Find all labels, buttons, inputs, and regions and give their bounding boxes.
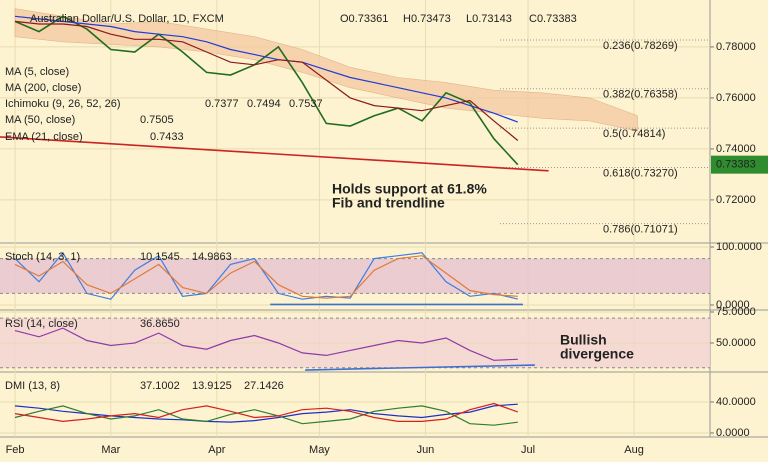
- y-tick-label: 40.0000: [716, 396, 756, 408]
- annotation: Fib and trendline: [332, 195, 445, 211]
- indicator-label: Ichimoku (9, 26, 52, 26): [5, 98, 121, 110]
- y-tick-label: 75.0000: [716, 306, 756, 318]
- legend-value: 13.9125: [192, 380, 232, 392]
- fib-label: 0.618(0.73270): [603, 167, 678, 179]
- chart-title: Australian Dollar/U.S. Dollar, 1D, FXCM: [30, 13, 224, 25]
- series-line: [14, 20, 519, 141]
- annotation: Bullish: [560, 332, 607, 348]
- series-line: [14, 327, 518, 361]
- y-tick-label: 0.76000: [716, 92, 756, 104]
- legend-value: 27.1426: [244, 380, 284, 392]
- indicator-value: 0.7377: [205, 98, 239, 110]
- y-tick-label: 0.74000: [716, 143, 756, 155]
- series-line: [14, 255, 518, 299]
- y-tick-label: 50.0000: [716, 337, 756, 349]
- ohlc-value: C0.73383: [529, 13, 577, 25]
- series-line: [14, 402, 518, 423]
- series-line: [14, 405, 518, 426]
- x-tick-label: Jun: [417, 444, 435, 456]
- x-tick-label: Feb: [6, 444, 25, 456]
- y-tick-label: 0.78000: [716, 41, 756, 53]
- indicator-label: MA (200, close): [5, 82, 81, 94]
- ohlc-value: O0.73361: [340, 13, 388, 25]
- y-tick-label: 0.0000: [716, 299, 750, 311]
- panel-title: RSI (14, close): [5, 318, 78, 330]
- y-tick-label: 0.72000: [716, 194, 756, 206]
- legend-value: 37.1002: [140, 380, 180, 392]
- legend-value: 36.8650: [140, 318, 180, 330]
- legend-value: 14.9863: [192, 251, 232, 263]
- trendline: [305, 364, 535, 371]
- indicator-value: 0.7537: [289, 98, 323, 110]
- last-price-label: 0.73383: [716, 159, 756, 171]
- series-line: [14, 251, 518, 300]
- trendline: [0, 136, 549, 172]
- series-line: [14, 15, 519, 123]
- x-tick-label: May: [309, 444, 330, 456]
- legend-label: MA (50, close): [5, 114, 75, 126]
- x-tick-label: Aug: [624, 444, 644, 456]
- indicator-value: 0.7494: [247, 98, 281, 110]
- legend-value: 0.7505: [140, 114, 174, 126]
- panel-title: Stoch (14, 3, 1): [5, 251, 80, 263]
- y-tick-label: 0.0000: [716, 427, 750, 439]
- last-price-box: [711, 155, 768, 174]
- price-line: [14, 15, 519, 166]
- legend-value: 0.7433: [150, 131, 184, 143]
- annotation: Holds support at 61.8%: [332, 181, 487, 197]
- fib-label: 0.5(0.74814): [603, 128, 665, 140]
- fib-label: 0.236(0.78269): [603, 40, 678, 52]
- ohlc-value: H0.73473: [403, 13, 451, 25]
- annotation: divergence: [560, 346, 634, 362]
- band: [0, 258, 710, 294]
- panel-title: DMI (13, 8): [5, 380, 60, 392]
- y-tick-label: 100.0000: [716, 241, 762, 253]
- x-tick-label: Mar: [101, 444, 120, 456]
- legend-value: 10.1545: [140, 251, 180, 263]
- ohlc-value: L0.73143: [466, 13, 512, 25]
- legend-label: EMA (21, close): [5, 131, 83, 143]
- series-line: [14, 403, 518, 423]
- x-tick-label: Apr: [208, 444, 225, 456]
- indicator-label: MA (5, close): [5, 66, 69, 78]
- x-tick-label: Jul: [521, 444, 535, 456]
- fib-label: 0.382(0.76358): [603, 89, 678, 101]
- fib-label: 0.786(0.71071): [603, 224, 678, 236]
